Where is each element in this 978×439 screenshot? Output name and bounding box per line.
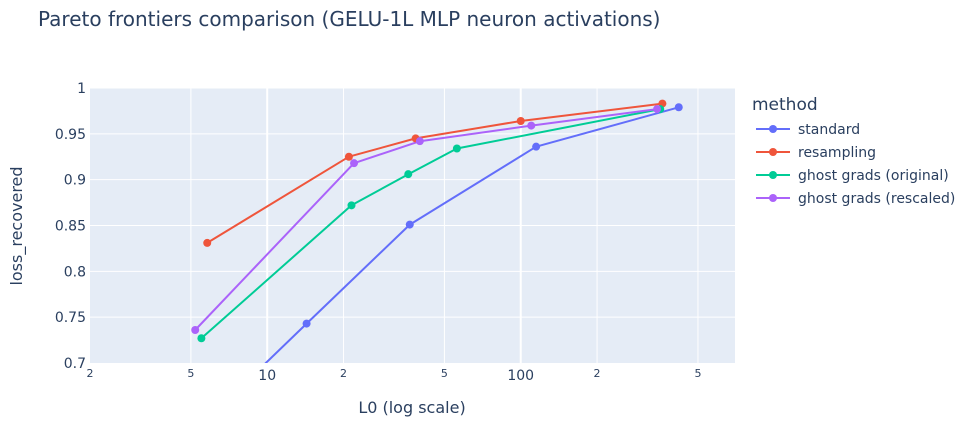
legend-item-label: resampling — [798, 145, 876, 161]
x-tick-label-minor: 2 — [340, 367, 347, 380]
y-tick-labels: 0.7 0.75 0.8 0.85 0.9 0.95 1 — [55, 81, 86, 372]
data-point — [191, 326, 200, 334]
data-point — [532, 142, 541, 151]
y-tick-label: 0.95 — [55, 127, 86, 143]
x-tick-labels: 10 100 2 5 2 5 2 5 — [87, 367, 702, 384]
y-tick-label: 0.85 — [55, 219, 86, 235]
data-point — [405, 220, 414, 229]
legend-marker — [769, 148, 777, 156]
legend-marker — [769, 125, 777, 133]
y-tick-label: 0.75 — [55, 310, 86, 326]
x-tick-label-major: 10 — [258, 368, 276, 384]
data-point — [653, 105, 662, 114]
data-point — [452, 144, 461, 153]
data-point — [203, 238, 212, 247]
legend: method standard resampling ghost grads (or… — [752, 95, 955, 207]
data-point — [415, 137, 424, 146]
data-point — [404, 170, 413, 179]
data-point — [516, 117, 525, 125]
points-layer — [191, 99, 683, 343]
data-point — [527, 121, 536, 130]
data-point — [674, 103, 683, 112]
data-point — [347, 201, 356, 210]
x-tick-label-minor: 5 — [694, 367, 701, 380]
data-point — [344, 152, 353, 161]
x-tick-label-major: 100 — [507, 368, 534, 384]
x-tick-label-minor: 5 — [187, 367, 194, 380]
legend-title: method — [752, 95, 818, 115]
x-axis-title: L0 (log scale) — [358, 398, 465, 417]
y-tick-label: 0.8 — [64, 264, 86, 280]
x-tick-label-minor: 5 — [441, 367, 448, 380]
legend-item-label: ghost grads (original) — [798, 168, 949, 184]
legend-marker — [769, 194, 777, 202]
legend-item-label: standard — [798, 122, 860, 138]
legend-item-label: ghost grads (rescaled) — [798, 191, 955, 207]
y-tick-label: 0.7 — [64, 356, 86, 372]
data-point — [350, 159, 359, 168]
data-point — [302, 319, 311, 328]
x-tick-label-minor: 2 — [87, 367, 94, 380]
y-tick-label: 1 — [77, 81, 86, 97]
x-tick-label-minor: 2 — [594, 367, 601, 380]
legend-marker — [769, 171, 777, 179]
chart-title: Pareto frontiers comparison (GELU-1L MLP… — [38, 7, 660, 31]
data-point — [197, 334, 206, 343]
y-axis-title: loss_recovered — [7, 166, 27, 285]
y-tick-label: 0.9 — [64, 173, 86, 189]
